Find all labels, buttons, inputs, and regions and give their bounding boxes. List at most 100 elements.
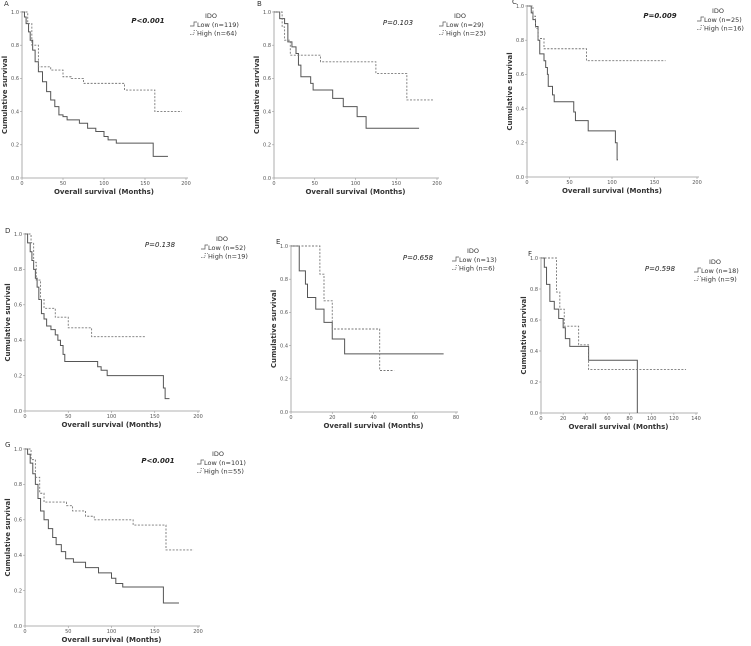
- legend-item: High (n=23): [446, 30, 486, 38]
- legend-item: Low (n=101): [204, 459, 246, 467]
- y-tick-label: 0.6: [530, 318, 538, 324]
- y-tick-label: 0.2: [14, 588, 22, 594]
- x-tick-label: 0: [23, 414, 26, 420]
- legend-swatch-low: [439, 21, 446, 27]
- survival-curve-high: [291, 245, 395, 371]
- y-axis-label: Cumulative survival: [1, 56, 9, 134]
- legend-item: High (n=6): [459, 265, 495, 273]
- x-tick-label: 200: [193, 414, 203, 420]
- y-axis-label: Cumulative survival: [4, 498, 12, 576]
- y-tick-label: 0.4: [516, 106, 524, 112]
- x-axis-label: Overall survival (Months): [305, 188, 405, 196]
- x-tick-label: 0: [23, 629, 26, 635]
- x-tick-label: 60: [412, 415, 418, 421]
- y-tick-label: 0.4: [280, 343, 288, 349]
- survival-curve-low: [527, 5, 618, 161]
- x-tick-label: 80: [453, 415, 459, 421]
- legend-item: Low (n=25): [704, 16, 742, 24]
- legend-item: High (n=64): [197, 30, 237, 38]
- panel-e: E 0 20 40 60 80 0.0 0.2 0.4 0.6 0.8 1.0 Overall surv…: [270, 238, 497, 430]
- y-axis-label: Cumulative survival: [506, 52, 514, 130]
- legend-title: IDO: [216, 235, 228, 243]
- y-tick-label: 0.8: [14, 482, 22, 488]
- panel-letter: A: [4, 0, 9, 8]
- x-axis-label: Overall survival (Months): [323, 422, 423, 430]
- y-tick-label: 1.0: [530, 256, 538, 262]
- x-tick-label: 150: [150, 414, 160, 420]
- y-tick-label: 0.4: [11, 109, 19, 115]
- survival-curve-low: [274, 11, 420, 129]
- y-tick-label: 0.0: [530, 411, 538, 417]
- legend-swatch-low: [197, 459, 204, 465]
- legend-swatch-high: [439, 30, 446, 35]
- legend-swatch-high: [452, 265, 459, 270]
- y-tick-label: 0.8: [280, 277, 288, 283]
- x-tick-label: 140: [691, 416, 701, 422]
- panel-f: F 0 20 40 60 80 100 120 140 0.0 0.2 0.4 0.6 0.8 1.0 Ove…: [520, 250, 739, 431]
- panel-letter: B: [257, 0, 262, 8]
- legend-item: Low (n=119): [197, 21, 239, 29]
- panel-g: G 0 50 100 150 200 0.0 0.2 0.4 0.6 0.8 1.0 Overall s…: [4, 441, 246, 644]
- y-tick-label: 1.0: [280, 244, 288, 250]
- x-tick-label: 60: [604, 416, 610, 422]
- y-tick-label: 0.0: [263, 176, 271, 182]
- legend-swatch-high: [197, 468, 204, 473]
- panel-letter: D: [5, 227, 10, 235]
- x-tick-label: 200: [432, 181, 442, 187]
- y-tick-label: 0.0: [14, 624, 22, 630]
- legend-item: High (n=16): [704, 25, 744, 33]
- y-tick-label: 0.8: [11, 43, 19, 49]
- y-tick-label: 0.0: [516, 175, 524, 181]
- survival-curve-high: [25, 448, 194, 551]
- legend-item: High (n=9): [701, 276, 737, 284]
- legend-swatch-high: [190, 30, 197, 35]
- legend-swatch-low: [694, 267, 701, 273]
- legend-swatch-low: [201, 244, 208, 250]
- legend-item: Low (n=52): [208, 244, 246, 252]
- x-tick-label: 150: [150, 629, 160, 635]
- legend-title: IDO: [467, 247, 479, 255]
- y-axis-label: Cumulative survival: [253, 56, 261, 134]
- x-tick-label: 150: [140, 181, 150, 187]
- x-tick-label: 120: [669, 416, 679, 422]
- x-tick-label: 0: [20, 181, 23, 187]
- survival-curve-high: [22, 11, 182, 113]
- p-value: P<0.001: [131, 17, 164, 25]
- y-tick-label: 0.6: [14, 518, 22, 524]
- survival-curve-high: [527, 5, 666, 62]
- legend-swatch-low: [452, 256, 459, 262]
- x-tick-label: 80: [626, 416, 632, 422]
- y-tick-label: 0.0: [280, 410, 288, 416]
- p-value: P=0.103: [383, 19, 413, 27]
- y-tick-label: 0.4: [263, 109, 271, 115]
- y-tick-label: 1.0: [263, 10, 271, 16]
- x-tick-label: 0: [289, 415, 292, 421]
- survival-curve-high: [274, 11, 433, 101]
- legend-swatch-low: [697, 16, 704, 22]
- y-tick-label: 0.0: [14, 409, 22, 415]
- p-value: P=0.598: [645, 265, 676, 273]
- x-tick-label: 0: [272, 181, 275, 187]
- y-tick-label: 0.8: [516, 38, 524, 44]
- y-tick-label: 0.4: [14, 338, 22, 344]
- panel-letter: C: [512, 0, 517, 6]
- x-tick-label: 20: [560, 416, 566, 422]
- panel-a: A 0 50 100 150 200 0.0 0.2 0.4 0.6 0.8 1.0 Overall s…: [1, 0, 239, 196]
- x-tick-label: 20: [329, 415, 335, 421]
- survival-curve-low: [291, 245, 444, 355]
- x-tick-label: 200: [193, 629, 203, 635]
- p-value: P=0.658: [403, 254, 434, 262]
- y-tick-label: 0.6: [263, 76, 271, 82]
- y-tick-label: 1.0: [14, 447, 22, 453]
- legend-title: IDO: [709, 258, 721, 266]
- legend-item: Low (n=13): [459, 256, 497, 264]
- legend-title: IDO: [205, 12, 217, 20]
- x-tick-label: 150: [391, 181, 401, 187]
- survival-curve-low: [25, 448, 179, 604]
- p-value: P<0.001: [141, 457, 174, 465]
- x-tick-label: 100: [647, 416, 657, 422]
- panel-d: D 0 50 100 150 200 0.0 0.2 0.4 0.6 0.8 1.0 Overall s…: [4, 227, 248, 429]
- y-tick-label: 0.8: [14, 267, 22, 273]
